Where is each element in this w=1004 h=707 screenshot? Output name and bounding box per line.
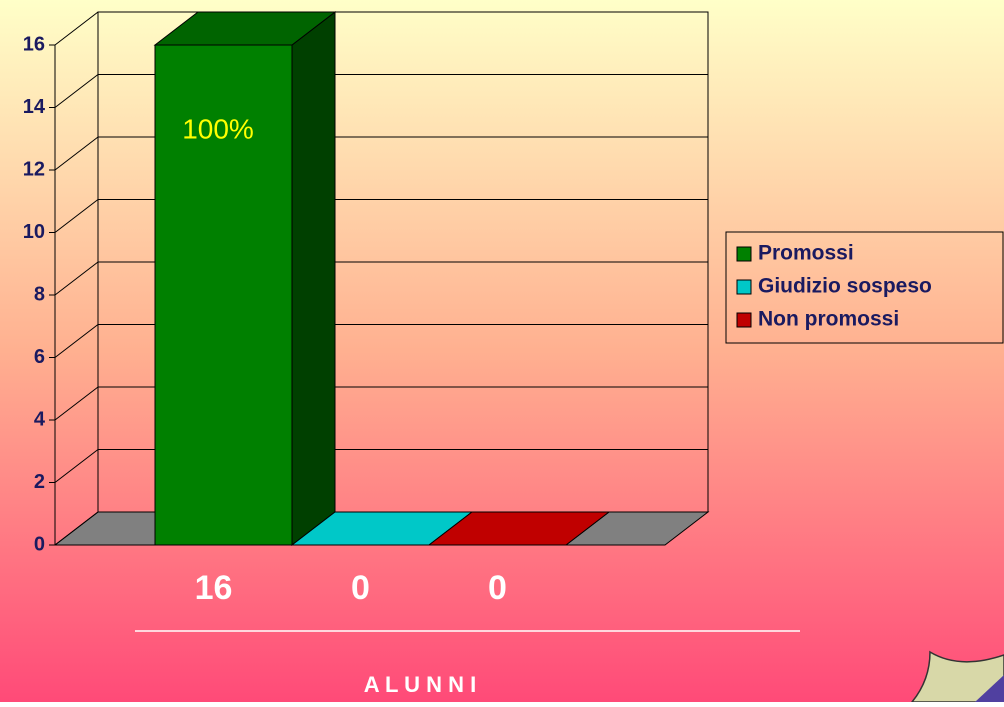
y-tick-label: 14	[23, 96, 46, 118]
legend-label: Giudizio sospeso	[758, 275, 932, 298]
y-tick-label: 12	[23, 158, 45, 180]
grid-line	[54, 449, 99, 483]
x-axis-label: A L U N N I	[364, 672, 476, 697]
value-label: 0	[351, 569, 370, 607]
bar-side	[291, 10, 336, 547]
bar	[154, 44, 293, 546]
y-tick-label: 0	[34, 533, 45, 555]
grid-line	[54, 199, 99, 233]
y-tick-label: 2	[34, 471, 45, 493]
grid-line	[54, 511, 99, 546]
y-tick-label: 16	[23, 33, 45, 55]
bar-top	[427, 511, 611, 546]
legend-label: Non promossi	[758, 308, 899, 331]
value-label: 16	[195, 569, 233, 607]
y-tick-label: 10	[23, 221, 45, 243]
grid-line	[54, 11, 99, 46]
decoration	[910, 650, 1004, 703]
legend-swatch	[736, 312, 752, 328]
legend-swatch	[736, 246, 752, 262]
grid-line	[54, 136, 99, 171]
value-label: 0	[488, 569, 507, 607]
legend-label: Promossi	[758, 242, 854, 265]
grid-line	[54, 324, 99, 358]
y-tick-label: 8	[34, 283, 45, 305]
y-tick-label: 6	[34, 346, 45, 368]
grid-line	[54, 386, 99, 421]
legend-swatch	[736, 279, 752, 295]
grid-line	[54, 261, 99, 296]
grid-line	[54, 74, 99, 108]
y-tick-label: 4	[34, 408, 46, 430]
legend-box	[725, 231, 1004, 344]
annotation: 100%	[182, 113, 254, 144]
decoration	[975, 675, 1004, 702]
